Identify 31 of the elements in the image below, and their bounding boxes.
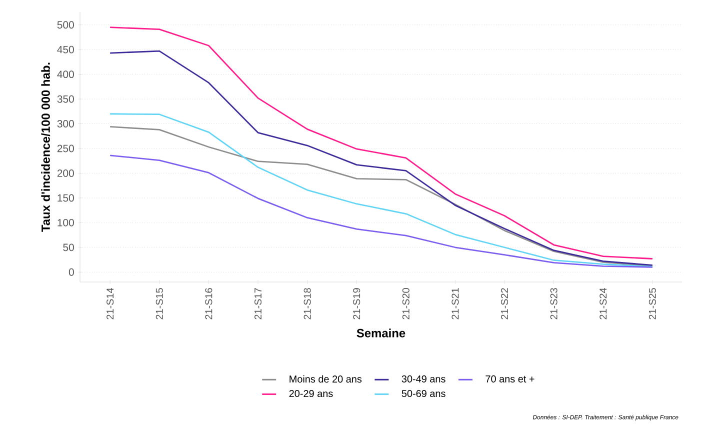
- x-tick-label: 21-S19: [353, 288, 360, 320]
- x-tick-label: 21-S18: [304, 288, 311, 320]
- y-tick-label: 50: [63, 244, 74, 252]
- legend-label: 50-69 ans: [402, 390, 446, 398]
- y-tick-label: 150: [58, 194, 74, 202]
- y-tick-label: 300: [57, 120, 74, 128]
- legend-label: 30-49 ans: [402, 375, 446, 382]
- y-tick-label: 0: [68, 268, 74, 276]
- y-tick-label: 250: [57, 144, 74, 152]
- y-tick-label: 200: [57, 170, 74, 177]
- x-tick-label: 21-S22: [500, 288, 508, 320]
- x-tick-label: 21-S24: [600, 288, 607, 320]
- x-tick-label: 21-S21: [452, 288, 459, 320]
- x-tick-label: 21-S17: [254, 288, 262, 320]
- y-tick-label: 400: [57, 70, 74, 78]
- x-tick-label: 21-S14: [106, 288, 114, 320]
- legend-label: 70 ans et +: [486, 375, 534, 382]
- y-tick-label: 100: [58, 218, 74, 226]
- x-tick-label: 21-S25: [648, 288, 656, 320]
- y-tick-label: 350: [57, 95, 74, 103]
- x-tick-label: 21-S15: [156, 288, 163, 320]
- x-tick-label: 21-S23: [550, 288, 558, 320]
- legend-label: Moins de 20 ans: [290, 375, 362, 383]
- y-tick-label: 450: [57, 46, 74, 54]
- legend-label: 20-29 ans: [289, 390, 333, 398]
- x-tick-label: 21-S16: [205, 288, 212, 320]
- line-series: [109, 154, 654, 268]
- y-axis-title: Taux d'incidence/100 000 hab.: [41, 62, 50, 232]
- x-tick-label: 21-S20: [402, 288, 410, 320]
- x-axis-title: Semaine: [356, 328, 406, 338]
- y-tick-label: 500: [57, 21, 74, 29]
